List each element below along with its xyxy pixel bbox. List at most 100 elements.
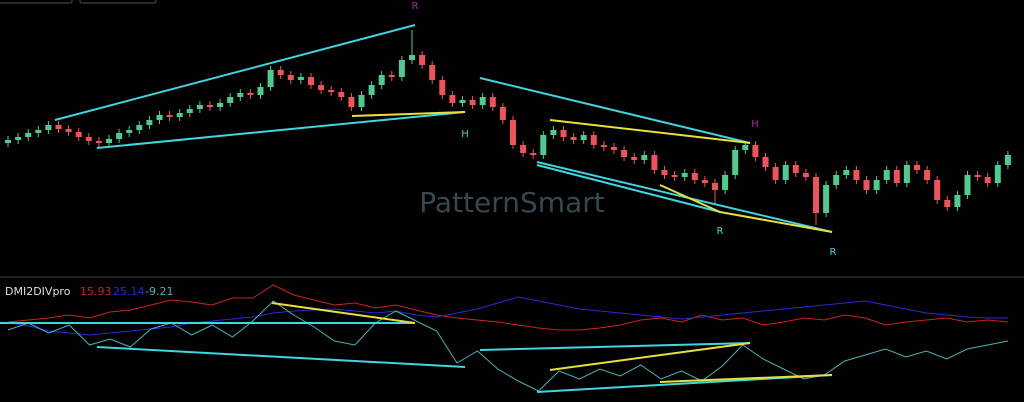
candle-body xyxy=(762,157,769,167)
candle-body xyxy=(994,165,1001,183)
candle-body xyxy=(863,180,870,190)
candle-body xyxy=(924,170,931,180)
candle-body xyxy=(701,180,708,183)
candle-body xyxy=(893,170,900,183)
trendline xyxy=(659,374,833,383)
candle-body xyxy=(974,175,981,177)
candle-body xyxy=(308,77,314,85)
candle-body xyxy=(207,105,213,107)
candle-body xyxy=(479,97,486,105)
candle-body xyxy=(146,120,153,125)
candle-body xyxy=(429,65,436,80)
candle-body xyxy=(277,70,284,75)
candle-body xyxy=(65,129,72,132)
candle-body xyxy=(106,139,112,143)
trendline xyxy=(536,164,721,213)
candle-body xyxy=(237,93,244,97)
trendline xyxy=(549,119,751,144)
candle-body xyxy=(267,70,274,87)
candle-body xyxy=(712,183,718,190)
candle-body xyxy=(348,97,355,107)
candle-body xyxy=(631,157,638,160)
candle-body xyxy=(621,150,628,157)
pattern-label: R xyxy=(412,1,419,12)
candle-body xyxy=(590,135,597,145)
toolbar-button[interactable] xyxy=(79,0,157,4)
candle-body xyxy=(964,175,971,195)
legend-value: 25.14 xyxy=(113,285,145,298)
candle-body xyxy=(247,93,254,95)
candle-body xyxy=(772,167,779,180)
candle-body xyxy=(934,180,941,200)
candle-body xyxy=(469,100,476,105)
candle-body xyxy=(489,97,496,107)
indicator-line xyxy=(7,296,1008,336)
candle-body xyxy=(25,133,32,137)
candle-body xyxy=(570,137,577,140)
candle-body xyxy=(55,125,62,129)
candle-body xyxy=(550,130,557,135)
candles xyxy=(5,30,1011,225)
candle-body xyxy=(813,177,819,213)
trendline xyxy=(96,346,466,368)
candle-body xyxy=(217,103,224,107)
candle-body xyxy=(742,145,749,150)
candle-body xyxy=(944,200,951,207)
candle-body xyxy=(651,155,658,170)
candle-body xyxy=(419,55,426,65)
candle-body xyxy=(459,100,466,103)
watermark: PatternSmart xyxy=(419,186,604,219)
candle-body xyxy=(95,141,102,143)
candle-body xyxy=(914,165,920,170)
candle-body xyxy=(792,165,799,173)
trendline xyxy=(351,111,466,117)
candle-body xyxy=(378,75,385,85)
candle-body xyxy=(641,155,648,160)
candle-body xyxy=(782,165,789,180)
candle-body xyxy=(368,85,375,95)
candle-body xyxy=(156,115,163,120)
candle-body xyxy=(691,173,698,180)
candle-body xyxy=(358,95,365,107)
trendline xyxy=(659,184,721,213)
indicator-lines xyxy=(7,284,1009,392)
candle-body xyxy=(611,147,617,150)
candle-body xyxy=(823,185,830,213)
candle-body xyxy=(600,145,607,147)
candle-body xyxy=(499,107,506,120)
price-trendlines xyxy=(54,24,833,233)
candle-body xyxy=(318,85,325,90)
candle-body xyxy=(15,137,22,140)
legend-value: 15.93 xyxy=(80,285,112,298)
candle-body xyxy=(85,137,92,141)
candle-body xyxy=(681,173,688,177)
candle-body xyxy=(257,87,264,95)
candle-body xyxy=(5,140,11,143)
trendline xyxy=(549,342,751,371)
candle-body xyxy=(520,145,527,153)
pattern-label: R xyxy=(830,247,837,258)
candle-body xyxy=(166,115,173,117)
candle-body xyxy=(388,75,395,77)
indicator-trendlines xyxy=(0,302,833,393)
candle-body xyxy=(186,109,193,113)
candle-body xyxy=(853,170,860,180)
candle-body xyxy=(439,80,446,95)
candle-body xyxy=(903,165,910,183)
indicator-line xyxy=(7,300,1009,392)
candle-body xyxy=(328,90,335,92)
toolbar-button[interactable] xyxy=(0,0,73,4)
candle-body xyxy=(661,170,668,175)
candle-body xyxy=(126,130,133,133)
candle-body xyxy=(398,60,405,77)
candle-body xyxy=(722,175,729,190)
indicator-line xyxy=(7,284,1009,331)
candle-body xyxy=(35,130,42,133)
candle-body xyxy=(873,180,880,190)
pattern-label: H xyxy=(461,129,469,140)
pattern-label: R xyxy=(717,226,724,237)
trendline xyxy=(479,342,751,351)
